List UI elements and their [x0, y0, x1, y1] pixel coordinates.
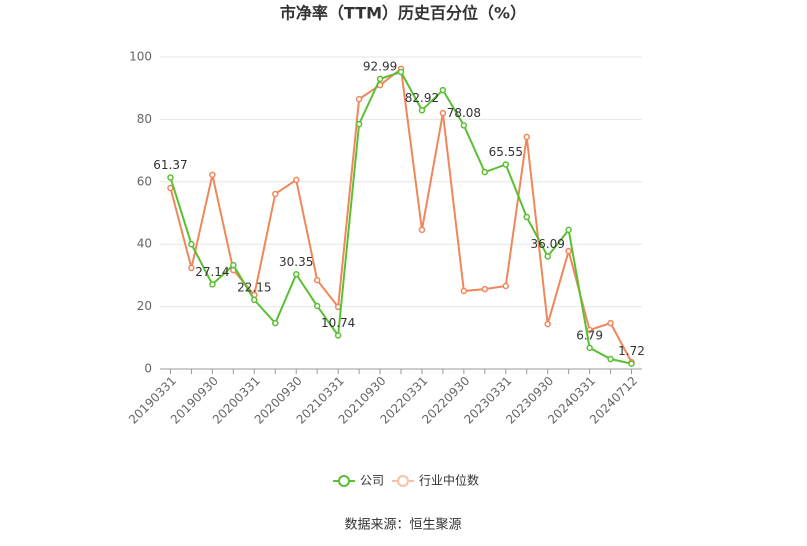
point	[355, 95, 363, 103]
point	[313, 276, 321, 284]
point	[439, 86, 447, 94]
point	[397, 68, 405, 76]
legend-marker	[397, 475, 409, 487]
data-label: 65.55	[489, 145, 523, 159]
y-tick-label: 80	[137, 112, 152, 126]
y-tick-label: 0	[144, 362, 152, 376]
chart-title: 市净率（TTM）历史百分位（%）	[280, 4, 526, 23]
point	[544, 253, 551, 260]
point	[355, 120, 363, 128]
legend-label: 行业中位数	[419, 473, 479, 488]
data-label: 30.35	[279, 255, 313, 269]
point	[607, 319, 614, 327]
point	[292, 176, 300, 184]
point	[481, 168, 489, 176]
data-label: 1.72	[618, 344, 645, 358]
point	[418, 226, 426, 234]
y-tick-label: 40	[137, 237, 152, 251]
y-tick-label: 100	[129, 50, 152, 64]
point	[439, 109, 447, 117]
point	[628, 360, 635, 367]
point	[544, 320, 551, 328]
point	[460, 122, 468, 129]
point	[272, 319, 279, 327]
point	[607, 355, 614, 363]
point	[251, 296, 258, 304]
data-label: 92.99	[363, 59, 397, 73]
source: 数据来源：恒生聚源	[344, 518, 461, 533]
point	[418, 107, 426, 114]
point	[209, 171, 216, 179]
point	[272, 190, 279, 198]
point	[481, 285, 489, 293]
data-label: 6.79	[576, 328, 603, 342]
point	[376, 75, 384, 83]
point	[313, 302, 321, 310]
point	[502, 282, 510, 290]
point	[334, 332, 342, 339]
point	[523, 133, 530, 141]
legend-label: 公司	[360, 474, 384, 488]
point	[565, 226, 572, 234]
y-tick-label: 60	[137, 174, 152, 188]
point	[188, 240, 195, 248]
series-line	[169, 70, 632, 365]
data-label: 10.74	[321, 316, 355, 330]
point	[167, 174, 174, 181]
data-label: 61.37	[153, 158, 187, 172]
point	[230, 261, 237, 269]
point	[523, 213, 530, 221]
point	[188, 264, 195, 272]
data-label: 22.15	[237, 280, 271, 294]
point	[502, 161, 510, 168]
data-label: 27.14	[195, 265, 229, 279]
point	[460, 287, 468, 295]
data-label: 82.92	[405, 91, 439, 105]
point	[565, 247, 572, 255]
y-tick-label: 20	[137, 299, 152, 313]
data-label: 78.08	[447, 106, 481, 120]
series-line	[169, 66, 633, 363]
point	[209, 281, 216, 288]
data-label: 36.09	[531, 237, 565, 251]
point	[586, 344, 593, 352]
point	[292, 271, 300, 278]
legend-marker	[338, 475, 350, 487]
